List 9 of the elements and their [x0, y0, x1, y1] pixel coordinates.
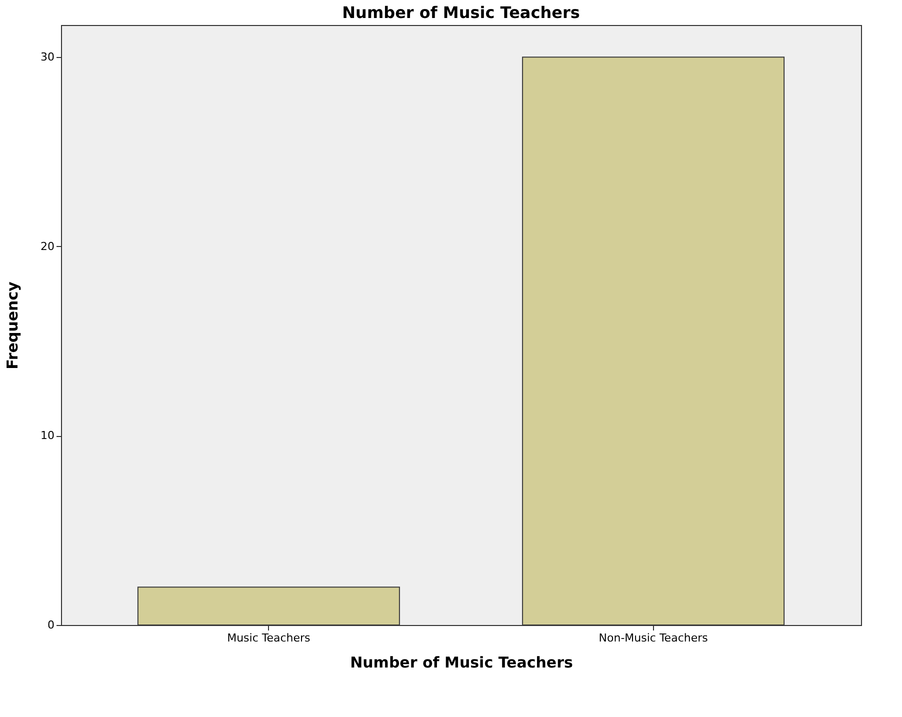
- y-tick-label: 10: [40, 429, 54, 442]
- chart-title: Number of Music Teachers: [342, 3, 580, 22]
- y-axis-title: Frequency: [4, 281, 22, 370]
- x-axis-title: Number of Music Teachers: [350, 654, 573, 672]
- y-tick-label: 20: [40, 240, 54, 253]
- x-tick-label: Music Teachers: [227, 632, 311, 644]
- y-tick-label: 0: [48, 618, 54, 632]
- x-tick-label: Non-Music Teachers: [598, 632, 708, 644]
- y-tick-label: 30: [40, 50, 54, 64]
